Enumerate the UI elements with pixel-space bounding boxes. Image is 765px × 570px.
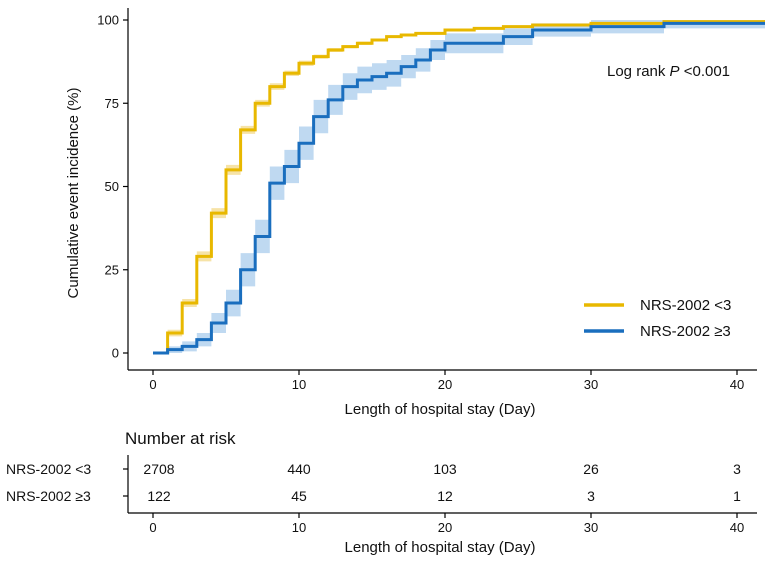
axes: 0 25 50 75 100 0 10 20 30 40 (97, 8, 757, 392)
y-tick-label-0: 0 (112, 346, 119, 361)
y-tick-label-100: 100 (97, 13, 119, 28)
risk-x-tick-label-40: 40 (730, 520, 744, 535)
ci-bands (153, 20, 765, 353)
risk-value-r0-c3: 26 (583, 461, 599, 477)
y-tick-label-50: 50 (105, 179, 119, 194)
annotation-p: P (670, 63, 680, 80)
risk-row-label-nrs-ge3: NRS-2002 ≥3 (6, 488, 91, 504)
legend-label-nrs-lt3: NRS-2002 <3 (640, 297, 731, 314)
annotation-suffix: <0.001 (680, 63, 730, 80)
risk-value-r1-c0: 122 (147, 488, 171, 504)
annotation-prefix: Log rank (607, 63, 670, 80)
curve-series-0 (153, 20, 765, 355)
risk-value-r1-c3: 3 (587, 488, 595, 504)
x-axis-title: Length of hospital stay (Day) (345, 401, 536, 418)
x-tick-label-40: 40 (730, 377, 744, 392)
risk-x-tick-label-20: 20 (438, 520, 452, 535)
risk-value-r1-c2: 12 (437, 488, 453, 504)
log-rank-annotation: Log rank P <0.001 (607, 63, 730, 80)
y-tick-label-25: 25 (105, 262, 119, 277)
x-tick-label-0: 0 (149, 377, 156, 392)
risk-value-r1-c4: 1 (733, 488, 741, 504)
x-tick-label-10: 10 (292, 377, 306, 392)
x-tick-label-20: 20 (438, 377, 452, 392)
legend-label-nrs-ge3: NRS-2002 ≥3 (640, 323, 731, 340)
risk-value-r1-c1: 45 (291, 488, 307, 504)
risk-row-label-nrs-lt3: NRS-2002 <3 (6, 461, 91, 477)
y-tick-label-75: 75 (105, 96, 119, 111)
risk-value-r0-c0: 2708 (143, 461, 174, 477)
risk-axis: 0 10 20 30 40 (123, 455, 757, 535)
risk-x-tick-label-30: 30 (584, 520, 598, 535)
risk-x-axis-title: Length of hospital stay (Day) (345, 539, 536, 556)
x-tick-label-30: 30 (584, 377, 598, 392)
ci-band-series-1 (153, 20, 765, 353)
plot-area: 0 25 50 75 100 0 10 20 30 40 (97, 8, 765, 392)
risk-value-r0-c2: 103 (433, 461, 457, 477)
risk-table: Number at risk NRS-2002 <3 NRS-2002 ≥3 2… (6, 429, 757, 556)
risk-value-r0-c4: 3 (733, 461, 741, 477)
curve-series-1 (153, 21, 765, 355)
survival-curves (153, 20, 765, 355)
risk-x-tick-label-10: 10 (292, 520, 306, 535)
legend: NRS-2002 <3 NRS-2002 ≥3 (584, 297, 731, 340)
risk-value-r0-c1: 440 (287, 461, 311, 477)
risk-table-title: Number at risk (125, 429, 236, 448)
risk-values: 2708 440 103 26 3 122 45 12 3 1 (143, 461, 741, 504)
risk-x-tick-label-0: 0 (149, 520, 156, 535)
y-axis-title: Cumulative event incidence (%) (65, 88, 82, 299)
